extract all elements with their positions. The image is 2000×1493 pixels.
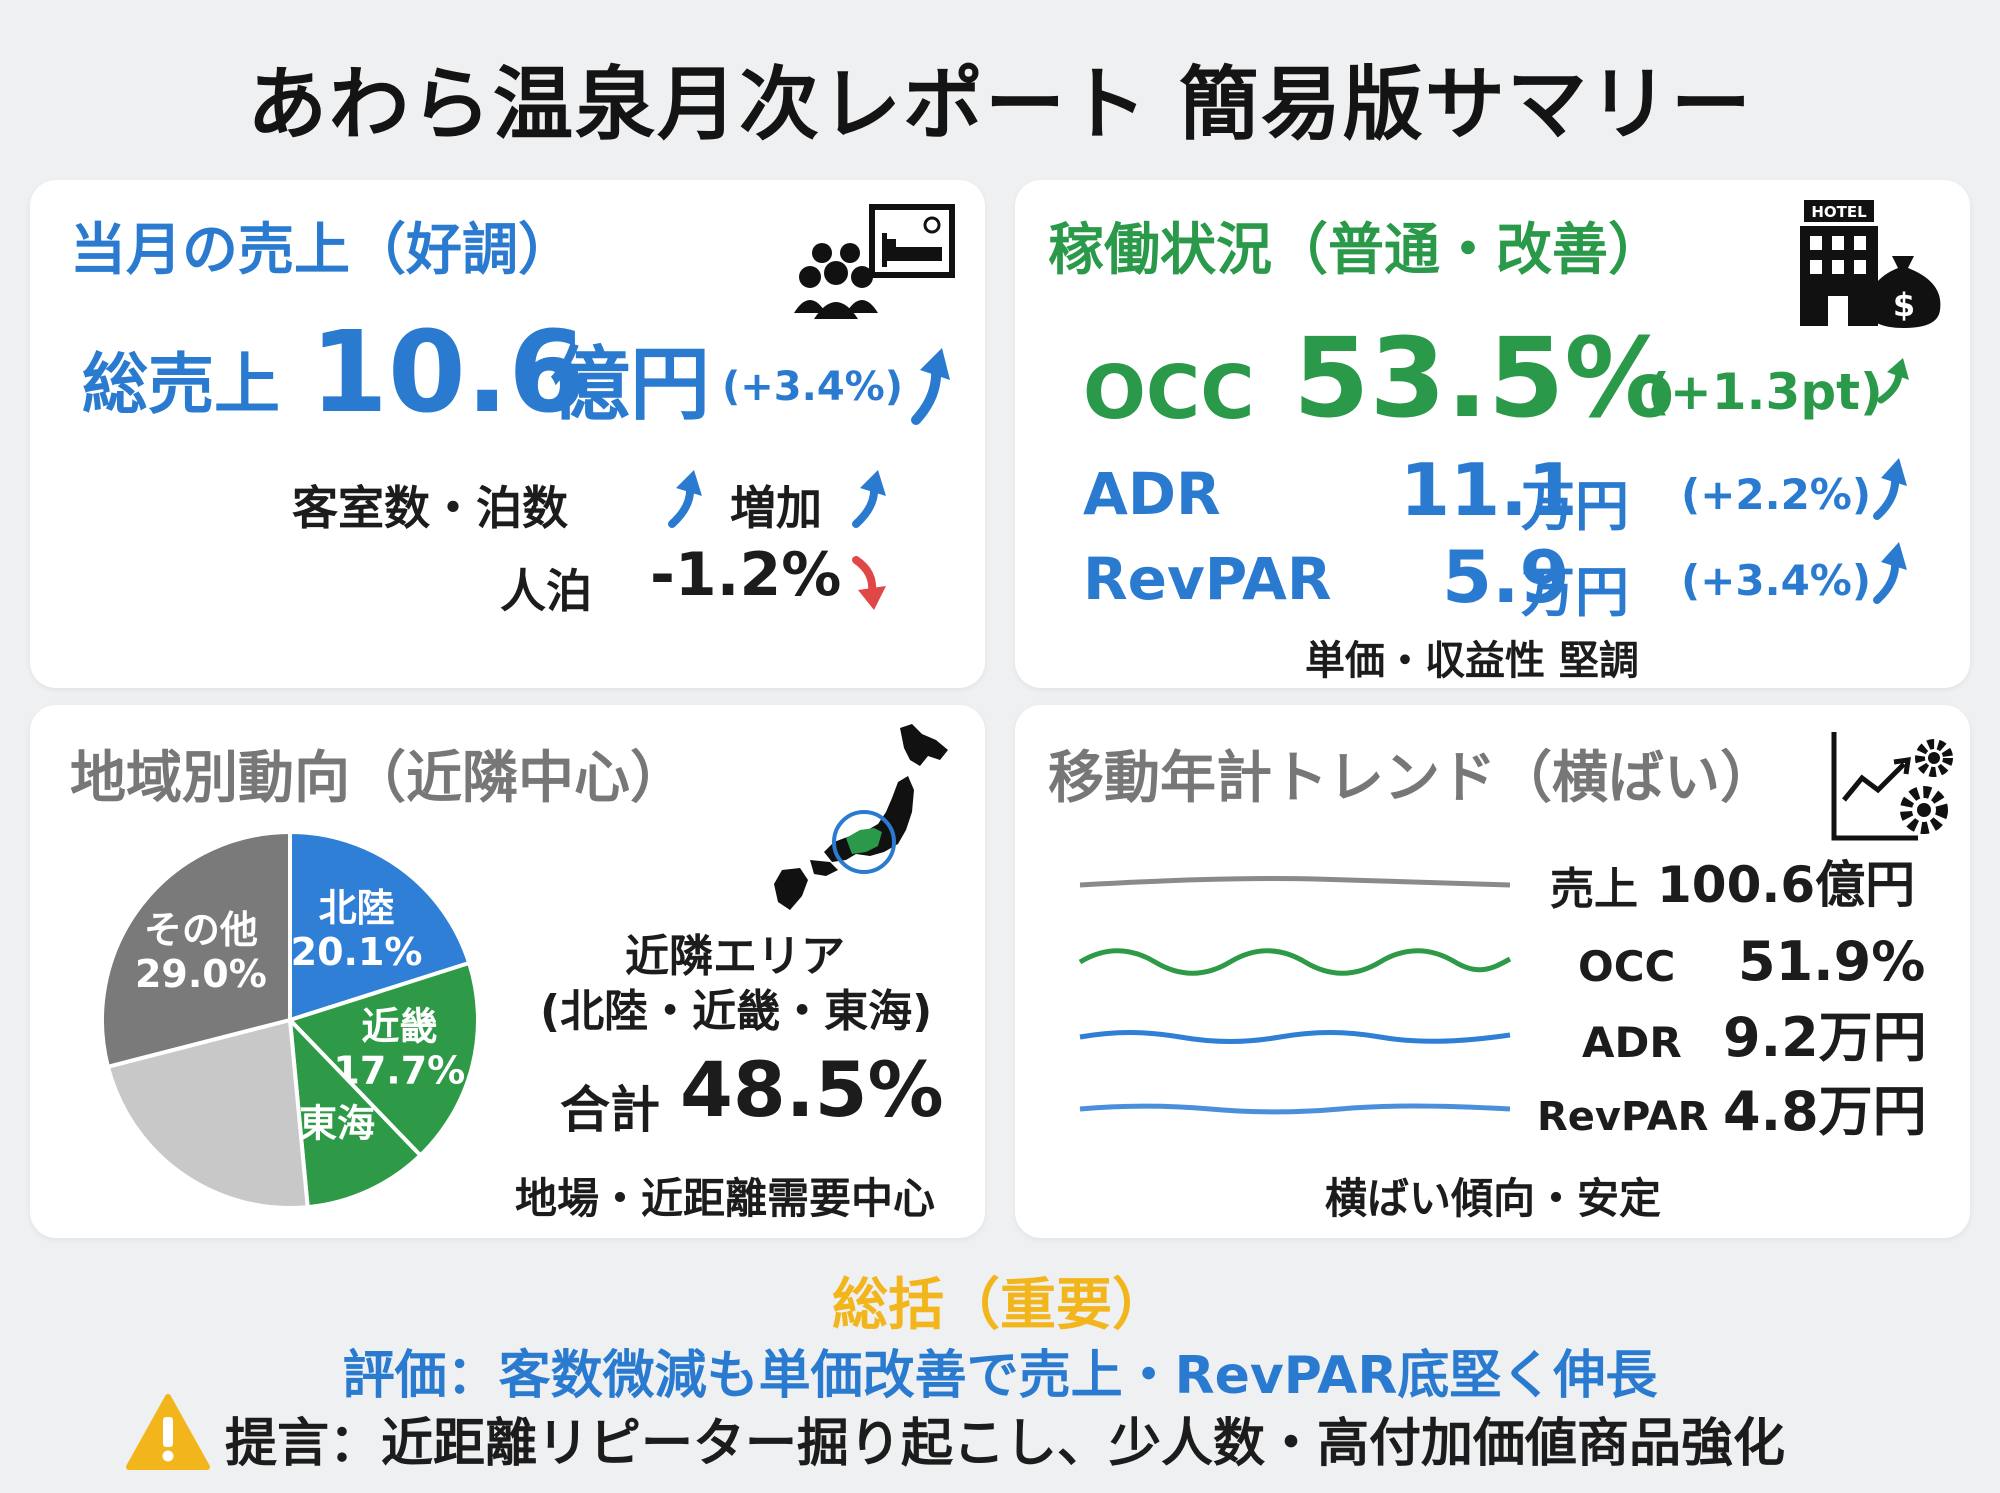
pie-slice — [105, 1017, 310, 1210]
total-sales-change: (+3.4%) — [722, 364, 904, 410]
revpar-change: (+3.4%) — [1681, 556, 1872, 605]
trend-line-occ — [1078, 948, 1512, 976]
pie-label: その他 — [144, 908, 258, 952]
up-arrow-icon — [1877, 358, 1909, 404]
trend-label-occ: OCC — [1578, 942, 1676, 991]
trend-value-adr: 9.2万円 — [1723, 1006, 1927, 1069]
trend-card: 移動年計トレンド（横ばい） 売上 100.6億円 OCC 51.9% ADR 9… — [1015, 705, 1970, 1238]
trend-line-revpar — [1079, 1103, 1511, 1115]
trend-label-sales: 売上 — [1550, 864, 1638, 915]
guests-change: -1.2% — [650, 540, 842, 610]
region-note: 地場・近距離需要中心 — [515, 1174, 936, 1223]
up-arrow-icon — [1873, 542, 1907, 604]
guests-bed-icon — [794, 204, 955, 319]
page-title: あわら温泉月次レポート 簡易版サマリー — [247, 58, 1753, 151]
occ-label: OCC — [1083, 350, 1255, 436]
svg-text:$: $ — [1893, 286, 1915, 324]
total-sales-label: 総売上 — [82, 346, 280, 423]
pie-value-label: 29.0% — [135, 952, 267, 996]
sales-card: 当月の売上（好調） 総売上 10.6 億円 (+3.4%) 客室数・泊数 増加 … — [30, 180, 985, 688]
trend-line-sales — [1079, 875, 1511, 888]
trend-heading: 移動年計トレンド（横ばい） — [1048, 746, 1776, 811]
svg-text:HOTEL: HOTEL — [1811, 203, 1867, 221]
trend-value-revpar: 4.8万円 — [1723, 1080, 1927, 1143]
adr-change: (+2.2%) — [1681, 470, 1872, 519]
pie-value-label: 20.1% — [291, 930, 423, 974]
trend-lines — [1078, 875, 1512, 1115]
up-arrow-icon — [852, 470, 886, 528]
up-arrow-icon — [1873, 458, 1907, 520]
guests-label: 人泊 — [500, 564, 592, 618]
operation-card: 稼働状況（普通・改善） HOTEL $ OCC 53.5% (+1.3pt) A… — [1015, 180, 1970, 688]
adr-unit: 万円 — [1521, 475, 1629, 538]
warning-icon — [126, 1394, 210, 1470]
pie-slice — [100, 829, 292, 1070]
trend-label-revpar: RevPAR — [1537, 1094, 1709, 1140]
pie-label: 東海 — [299, 1102, 375, 1146]
trend-note: 横ばい傾向・安定 — [1325, 1174, 1662, 1223]
trend-gear-icon — [1831, 732, 1953, 841]
region-total-label: 合計 — [560, 1081, 660, 1139]
hotel-money-icon: HOTEL $ — [1800, 200, 1941, 328]
trend-value-occ: 51.9% — [1738, 930, 1926, 993]
trend-line-adr — [1079, 1030, 1511, 1044]
occ-change: (+1.3pt) — [1647, 363, 1883, 421]
revpar-unit: 万円 — [1521, 561, 1629, 624]
sales-heading: 当月の売上（好調） — [70, 218, 574, 283]
summary-evaluation: 評価：客数微減も単価改善で売上・RevPAR底堅く伸長 — [342, 1346, 1658, 1406]
occ-value: 53.5% — [1293, 314, 1675, 442]
region-total-value: 48.5% — [680, 1045, 944, 1134]
area-title: 近隣エリア — [625, 931, 845, 982]
japan-map-icon — [774, 724, 948, 910]
revpar-label: RevPAR — [1083, 545, 1332, 613]
up-arrow-icon — [911, 348, 950, 425]
rooms-status: 増加 — [730, 481, 822, 535]
trend-label-adr: ADR — [1582, 1018, 1682, 1067]
pie-slice — [287, 1014, 424, 1210]
pie-slice — [286, 960, 480, 1159]
pie-label: 近畿 — [361, 1005, 437, 1049]
total-sales-value: 10.6 — [310, 308, 587, 438]
up-arrow-icon — [668, 470, 702, 528]
pie-slice — [288, 829, 472, 1023]
trend-value-sales: 100.6億円 — [1657, 856, 1916, 914]
area-members: (北陸・近畿・東海) — [540, 986, 933, 1037]
operation-heading: 稼働状況（普通・改善） — [1048, 218, 1664, 283]
adr-label: ADR — [1083, 460, 1221, 528]
total-sales-unit: 億円 — [550, 338, 710, 431]
revpar-value: 5.9 — [1442, 535, 1570, 619]
region-card: 地域別動向（近隣中心） 北陸 20.1% 近畿 17.7% 東海 その他 29.0% 近隣エ… — [30, 705, 985, 1238]
summary-heading: 総括（重要） — [832, 1273, 1168, 1338]
adr-value: 11.1 — [1400, 448, 1578, 532]
region-heading: 地域別動向（近隣中心） — [70, 746, 686, 811]
down-arrow-icon — [852, 556, 886, 610]
summary-proposal: 提言：近距離リピーター掘り起こし、少人数・高付加価値商品強化 — [225, 1414, 1786, 1474]
operation-note: 単価・収益性 堅調 — [1305, 638, 1639, 684]
pie-label: 北陸 — [319, 886, 395, 930]
rooms-label: 客室数・泊数 — [292, 481, 568, 535]
